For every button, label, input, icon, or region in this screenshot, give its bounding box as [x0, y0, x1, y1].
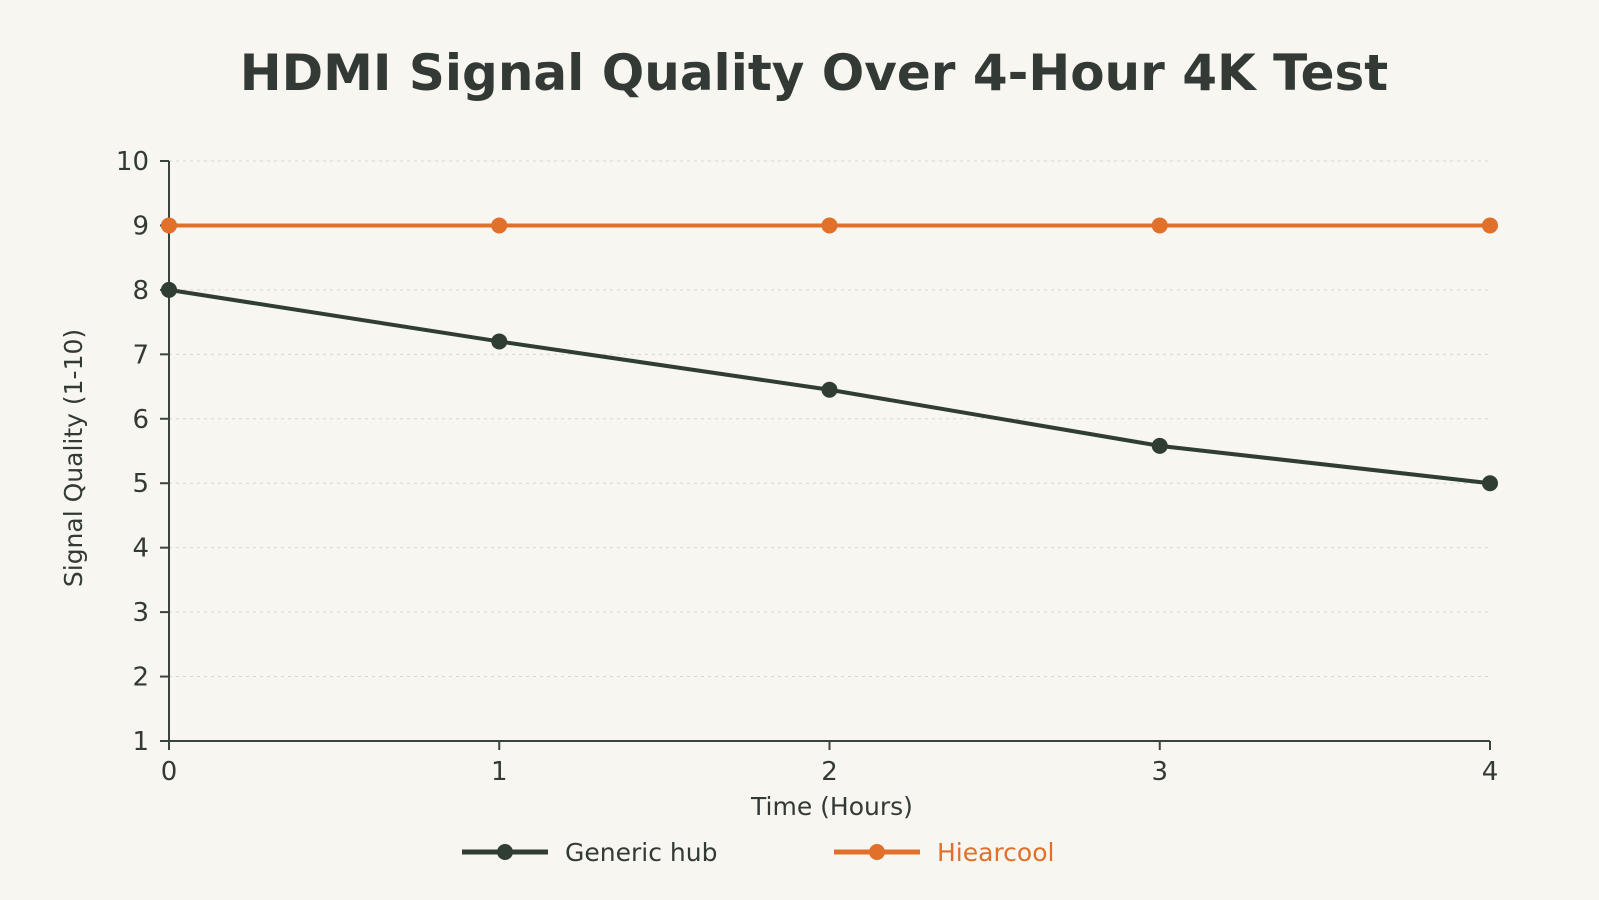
legend-label-generic-hub: Generic hub	[565, 838, 717, 867]
x-axis-ticks: 0 1 2 3 4	[161, 741, 1499, 787]
y-tick-label: 1	[132, 727, 149, 757]
x-tick-label: 1	[491, 757, 508, 787]
data-point-hiearcool	[821, 217, 838, 234]
x-tick-label: 3	[1151, 757, 1168, 787]
data-point-generic-hub	[161, 281, 177, 298]
gridlines	[169, 160, 1490, 678]
x-tick-label: 2	[821, 757, 838, 787]
legend-marker-hiearcool	[869, 844, 885, 860]
x-tick-label: 0	[161, 757, 178, 787]
data-point-hiearcool	[161, 217, 177, 234]
y-tick-label: 2	[132, 663, 149, 693]
legend-label-hiearcool: Hiearcool	[937, 838, 1054, 867]
y-tick-label: 6	[132, 405, 149, 435]
data-point-generic-hub	[1482, 475, 1498, 492]
chart-title: HDMI Signal Quality Over 4-Hour 4K Test	[240, 44, 1388, 102]
y-tick-label: 7	[132, 340, 149, 370]
y-tick-label: 9	[132, 211, 149, 241]
series-group	[161, 217, 1498, 492]
x-axis-label: Time (Hours)	[750, 792, 913, 821]
y-axis-label: Signal Quality (1-10)	[59, 329, 88, 587]
data-point-generic-hub	[821, 381, 838, 398]
data-point-hiearcool	[491, 217, 508, 234]
data-point-generic-hub	[1151, 437, 1168, 454]
y-tick-label: 4	[132, 534, 149, 564]
x-tick-label: 4	[1482, 757, 1499, 787]
y-axis-ticks: 1 2 3 4 5 6 7 8 9 10	[116, 147, 169, 757]
data-point-hiearcool	[1482, 217, 1498, 234]
y-tick-label: 5	[132, 469, 149, 499]
legend: Generic hub Hiearcool	[462, 838, 1054, 867]
y-tick-label: 3	[132, 598, 149, 628]
axes	[168, 161, 1490, 742]
data-point-hiearcool	[1151, 217, 1168, 234]
y-tick-label: 10	[116, 147, 149, 177]
data-point-generic-hub	[491, 333, 508, 350]
legend-marker-generic-hub	[497, 844, 513, 860]
y-tick-label: 8	[132, 276, 149, 306]
